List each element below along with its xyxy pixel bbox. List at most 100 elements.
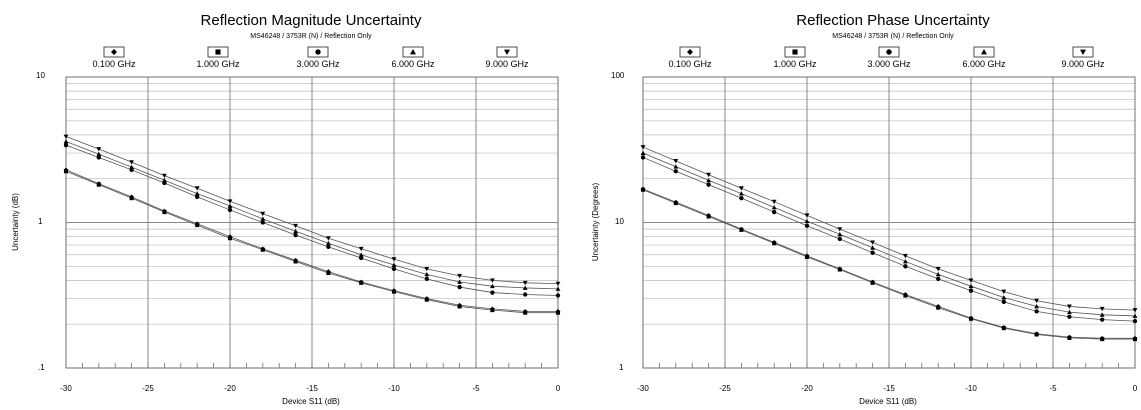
data-point (227, 207, 233, 213)
data-point (804, 254, 810, 259)
legend-label: 1.000 GHz (196, 59, 240, 69)
y-tick-label: 1 (38, 217, 43, 226)
data-point (326, 240, 331, 246)
data-point (640, 150, 646, 155)
data-point (358, 246, 364, 252)
data-point (523, 310, 528, 315)
series-group (640, 187, 1138, 342)
data-point (260, 216, 266, 221)
series-line (642, 157, 1136, 322)
data-point (96, 182, 101, 187)
legend-marker (215, 49, 221, 55)
legend-marker (687, 49, 693, 55)
phase-chart-panel: Reflection Phase Uncertainty MS46248 / 3… (591, 12, 1138, 406)
data-point (457, 304, 462, 309)
data-point (424, 266, 430, 272)
legend-label: 6.000 GHz (391, 59, 435, 69)
data-point (63, 139, 69, 144)
y-tick-labels: 1 10 100 (611, 71, 625, 372)
data-point (359, 255, 364, 261)
data-point (129, 164, 134, 170)
data-point (227, 199, 233, 204)
data-point (739, 195, 744, 201)
data-point (1001, 295, 1007, 300)
data-point (359, 280, 364, 285)
data-point (870, 250, 875, 255)
legend-marker (504, 49, 510, 55)
x-tick-label: 0 (1133, 384, 1138, 393)
data-point (1132, 337, 1138, 342)
data-point (1034, 332, 1039, 337)
data-point (293, 223, 298, 229)
series-group (640, 145, 1138, 313)
data-point (1067, 304, 1072, 309)
data-point (837, 227, 843, 232)
data-point (293, 232, 298, 238)
data-point (326, 236, 331, 241)
data-point (968, 288, 974, 293)
data-point (194, 191, 200, 196)
x-tick-label: 0 (556, 384, 561, 393)
series-line (65, 169, 558, 312)
data-point (424, 276, 429, 281)
data-point (771, 204, 777, 210)
x-tick-labels: -30 -25 -20 -15 -10 -5 0 (637, 384, 1138, 393)
x-tick-label: -10 (965, 384, 977, 393)
data-point (293, 228, 298, 234)
series-group (63, 134, 561, 287)
legend: 0.100 GHz 1.000 GHz 3.000 GHz 6.000 GHz … (92, 59, 529, 69)
data-point (293, 259, 298, 264)
y-axis-label: Uncertainty (Degrees) (591, 183, 600, 262)
data-point (391, 266, 397, 272)
y-tick-label: 10 (36, 71, 45, 80)
x-tick-label: -10 (388, 384, 400, 393)
y-tick-label: .1 (38, 363, 45, 372)
data-point (772, 241, 777, 246)
series-line (642, 188, 1135, 339)
legend-markers (103, 46, 518, 58)
data-point (1001, 289, 1007, 295)
data-point (1067, 335, 1072, 340)
data-point (673, 164, 679, 169)
data-point (837, 236, 842, 242)
data-point (555, 286, 561, 291)
series-line (65, 144, 559, 296)
series-line (642, 152, 1136, 317)
data-point (1034, 298, 1039, 304)
data-point (358, 252, 364, 257)
legend-marker (111, 49, 117, 55)
legend-label: 0.100 GHz (92, 59, 136, 69)
data-point (63, 143, 69, 148)
data-point (837, 231, 843, 237)
legend-label: 9.000 GHz (1061, 59, 1105, 69)
data-point (1034, 309, 1039, 314)
data-point (640, 145, 646, 150)
data-point (1132, 318, 1138, 324)
series-group (640, 155, 1138, 324)
data-point (1099, 312, 1105, 317)
x-tick-label: -15 (306, 384, 318, 393)
x-tick-label: -30 (637, 384, 649, 393)
data-point (555, 310, 561, 315)
series-group (63, 143, 561, 298)
data-point (706, 182, 711, 187)
data-point (739, 191, 744, 196)
data-point (227, 236, 233, 241)
series-group (640, 150, 1138, 318)
data-point (706, 214, 711, 219)
data-point (195, 194, 200, 200)
data-point (1001, 299, 1006, 304)
data-point (391, 289, 397, 294)
legend: 0.100 GHz 1.000 GHz 3.000 GHz 6.000 GHz … (668, 59, 1105, 69)
data-point (96, 155, 101, 160)
legend-marker (981, 49, 987, 55)
data-point (1132, 308, 1138, 313)
series-line (642, 146, 1136, 311)
data-point (326, 270, 331, 275)
series-line (642, 189, 1135, 340)
x-tick-label: -20 (801, 384, 813, 393)
data-point (804, 223, 810, 228)
x-tick-label: -15 (883, 384, 895, 393)
data-point (457, 273, 462, 279)
